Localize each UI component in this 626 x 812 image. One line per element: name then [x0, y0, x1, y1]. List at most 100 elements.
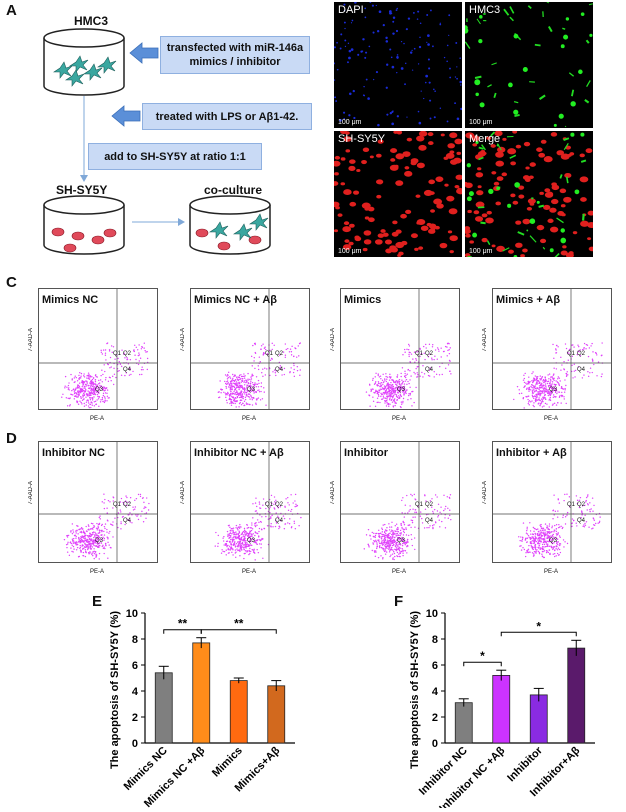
flow-event — [533, 530, 535, 533]
flow-event — [559, 395, 561, 397]
cell-mark — [336, 68, 339, 71]
flow-event — [248, 540, 251, 542]
flow-event — [396, 534, 398, 537]
flow-event — [586, 495, 589, 497]
cell-mark — [398, 251, 404, 256]
cell-mark — [350, 48, 354, 51]
flow-event — [381, 387, 384, 389]
flow-event — [86, 377, 88, 379]
flow-event — [542, 398, 544, 400]
flow-event — [81, 385, 83, 388]
flow-event — [407, 394, 410, 397]
flow-event — [558, 396, 561, 398]
flow-event — [89, 547, 91, 549]
flow-event — [279, 526, 281, 528]
flow-event — [103, 364, 105, 366]
flow-event — [109, 501, 111, 503]
flow-event — [541, 548, 543, 550]
cell-mark — [565, 252, 574, 257]
quadrant-label-q3: Q3 — [397, 387, 406, 393]
flow-event — [239, 401, 241, 404]
hmc3-label: HMC3 — [74, 14, 109, 28]
flow-event — [447, 349, 449, 352]
flow-event — [560, 356, 562, 359]
flow-event — [528, 376, 530, 378]
cell-mark — [424, 81, 427, 84]
flow-event — [529, 381, 531, 383]
flow-event — [558, 384, 561, 387]
cell-mark — [418, 121, 422, 125]
flow-event — [273, 496, 276, 498]
flow-event — [549, 396, 551, 399]
flow-event — [584, 524, 587, 526]
flow-event — [110, 345, 113, 347]
flow-event — [384, 379, 386, 381]
cell-mark — [395, 9, 398, 11]
flow-event — [533, 386, 536, 389]
flow-event — [69, 404, 71, 406]
flow-event — [565, 384, 567, 387]
flow-event — [91, 552, 93, 555]
cell-mark — [477, 167, 482, 171]
flow-event — [537, 550, 540, 553]
flow-event — [235, 383, 237, 385]
flow-event — [412, 358, 414, 360]
cell-mark — [538, 94, 546, 101]
cell-mark — [394, 164, 399, 168]
flow-event — [225, 554, 227, 556]
flow-event — [81, 536, 84, 538]
flow-event — [252, 503, 254, 505]
flow-event — [257, 389, 259, 392]
cell-mark — [455, 174, 462, 180]
flow-event — [596, 354, 598, 356]
flow-event — [239, 550, 241, 553]
flow-event — [554, 384, 557, 386]
flow-event — [380, 541, 383, 543]
flow-event — [96, 390, 98, 393]
flow-event — [447, 364, 450, 366]
flow-event — [120, 497, 123, 500]
quadrant-label-q1: Q1 — [265, 351, 274, 357]
flow-event — [397, 548, 399, 551]
flow-event — [400, 401, 403, 403]
flow-event — [232, 373, 234, 376]
flow-event — [555, 387, 557, 390]
flow-event — [536, 376, 539, 378]
flow-event — [253, 541, 255, 543]
flow-event — [229, 380, 232, 383]
flow-event — [84, 537, 86, 540]
cell-mark — [404, 170, 413, 177]
flow-event — [384, 553, 387, 555]
flow-event — [250, 538, 252, 540]
flow-event — [283, 367, 286, 370]
flow-event — [256, 519, 259, 521]
flow-event — [243, 557, 245, 560]
flow-event — [392, 558, 394, 560]
flow-event — [411, 495, 413, 497]
flow-event — [431, 498, 433, 500]
flow-plot-frame — [340, 441, 460, 563]
flow-event — [401, 544, 404, 547]
flow-event — [422, 376, 424, 378]
flow-event — [231, 401, 233, 403]
flow-event — [396, 384, 398, 386]
flow-event — [546, 530, 548, 533]
flow-event — [93, 396, 95, 398]
cell-mark — [447, 143, 455, 149]
flow-event — [250, 355, 253, 358]
flow-event — [96, 538, 98, 541]
flow-event — [414, 516, 416, 518]
cell-mark — [560, 44, 565, 49]
flow-event — [135, 497, 138, 500]
flow-event — [77, 396, 79, 398]
cell-mark — [354, 236, 362, 242]
flow-event — [252, 390, 255, 392]
flow-event — [408, 382, 410, 385]
flow-event — [380, 382, 383, 384]
flow-event — [84, 549, 87, 551]
flow-event — [228, 537, 230, 540]
micro-label-dapi: DAPI — [338, 4, 364, 16]
flow-event — [541, 377, 543, 379]
flow-event — [80, 537, 82, 540]
cell-mark — [348, 165, 356, 171]
